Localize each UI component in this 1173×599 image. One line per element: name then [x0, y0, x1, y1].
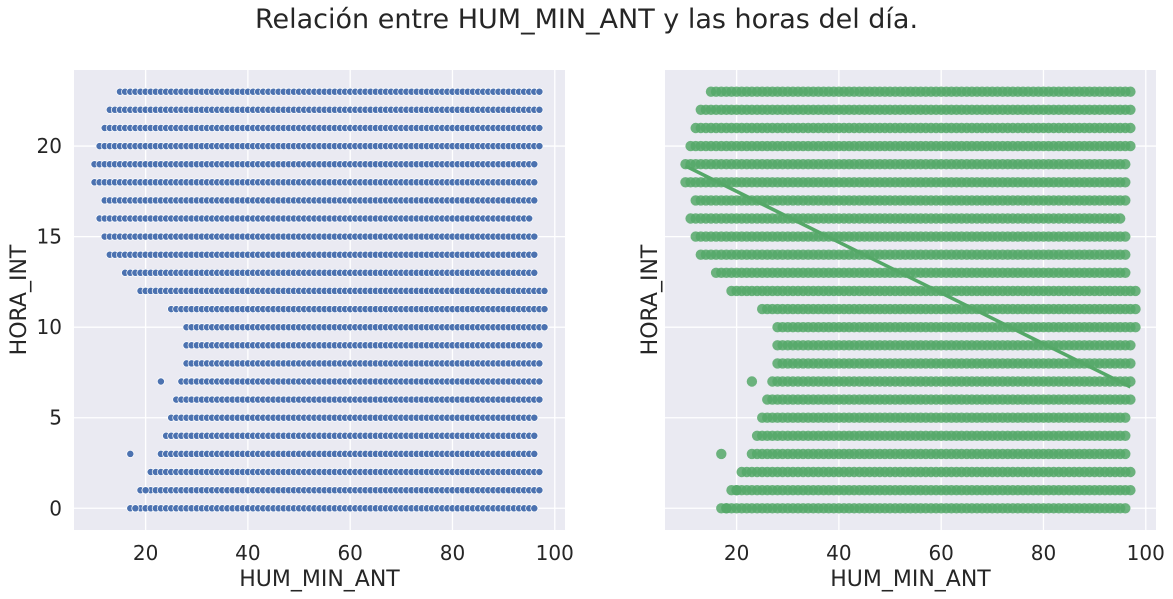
plot-area [74, 70, 565, 530]
data-point [1120, 231, 1131, 242]
data-point [530, 268, 539, 277]
data-point [1120, 195, 1131, 206]
data-point [131, 504, 140, 513]
data-point [731, 485, 742, 496]
x-tick-label: 100 [536, 541, 574, 565]
data-point [1120, 177, 1131, 188]
data-point [535, 468, 544, 476]
data-point [1125, 394, 1136, 405]
data-point [530, 449, 539, 458]
data-point [1120, 430, 1131, 441]
x-tick-label: 20 [724, 541, 749, 565]
data-point [1120, 503, 1131, 514]
x-tick-label: 100 [1127, 541, 1165, 565]
data-point [535, 395, 544, 404]
x-tick-label: 40 [826, 541, 851, 565]
data-point [716, 448, 727, 460]
plot-area [665, 70, 1156, 530]
data-point [530, 431, 539, 440]
data-point [1125, 358, 1136, 369]
data-point [535, 341, 544, 350]
data-point [126, 449, 135, 458]
x-axis-label: HUM_MIN_ANT [830, 567, 991, 592]
data-point [530, 160, 539, 169]
data-point [1125, 86, 1136, 97]
data-point [1125, 122, 1136, 134]
regplot-panel-right: 20 40 60 80 100 HUM_MIN_ANT HORA_INT [638, 70, 1165, 592]
data-point [1125, 485, 1136, 496]
data-point [540, 305, 549, 314]
data-point [1125, 104, 1136, 116]
data-point [530, 178, 539, 187]
data-point [746, 376, 758, 387]
data-point [1120, 249, 1131, 260]
data-point [1125, 340, 1136, 351]
data-point [530, 196, 539, 205]
data-point [535, 124, 544, 132]
y-tick-label: 20 [37, 134, 62, 158]
x-tick-label: 80 [1031, 541, 1056, 565]
data-point [530, 413, 539, 422]
y-tick-label: 15 [37, 225, 62, 249]
data-point [721, 503, 732, 514]
data-point [530, 250, 539, 259]
data-point [535, 359, 544, 368]
figure-title: Relación entre HUM_MIN_ANT y las horas d… [254, 4, 919, 35]
data-point [540, 323, 549, 332]
data-point [1130, 303, 1141, 315]
data-point [535, 87, 544, 96]
y-tick-label: 0 [49, 496, 62, 520]
data-point [530, 232, 539, 241]
data-point [1115, 213, 1126, 224]
data-point [156, 377, 165, 386]
y-axis-label: HORA_INT [7, 244, 32, 355]
data-point [535, 105, 544, 114]
x-tick-label: 60 [337, 541, 362, 565]
x-tick-label: 80 [440, 541, 465, 565]
scatter-panel-left: 20 40 60 80 100 0 5 10 15 20 HUM_MIN_ANT HORA_INT [7, 70, 574, 592]
y-axis-label: HORA_INT [638, 244, 663, 355]
x-tick-label: 40 [235, 541, 260, 565]
data-point [1120, 267, 1131, 278]
data-point [1130, 285, 1141, 297]
data-point [535, 486, 544, 495]
data-point [535, 142, 544, 151]
data-point [1125, 466, 1136, 478]
data-point [1120, 412, 1131, 423]
x-tick-label: 20 [133, 541, 158, 565]
data-point [1125, 140, 1136, 152]
data-point [530, 504, 539, 513]
data-point [1130, 322, 1141, 333]
data-point [1120, 159, 1131, 170]
y-tick-label: 10 [37, 315, 62, 339]
data-point [1120, 448, 1131, 460]
x-axis-label: HUM_MIN_ANT [239, 567, 400, 592]
data-point [540, 286, 549, 295]
data-point [535, 377, 544, 386]
data-point [525, 214, 534, 223]
series-points [90, 87, 549, 513]
data-point [141, 486, 150, 495]
y-tick-label: 5 [49, 406, 62, 430]
x-tick-label: 60 [928, 541, 953, 565]
